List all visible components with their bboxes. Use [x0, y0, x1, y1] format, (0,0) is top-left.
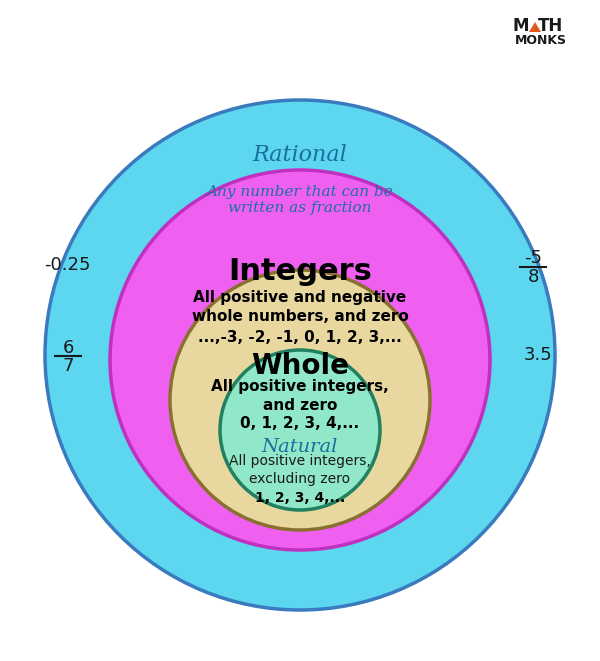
- Text: 3.5: 3.5: [524, 346, 553, 364]
- Circle shape: [170, 270, 430, 530]
- Text: Any number that can be
written as fraction: Any number that can be written as fracti…: [206, 185, 394, 215]
- Text: All positive and negative
whole numbers, and zero: All positive and negative whole numbers,…: [191, 290, 409, 325]
- Text: Integers: Integers: [228, 258, 372, 286]
- Text: 6: 6: [62, 339, 74, 357]
- Circle shape: [110, 170, 490, 550]
- Circle shape: [45, 100, 555, 610]
- Text: Whole: Whole: [251, 352, 349, 380]
- Text: Natural: Natural: [262, 438, 338, 456]
- Text: ...,-3, -2, -1, 0, 1, 2, 3,...: ...,-3, -2, -1, 0, 1, 2, 3,...: [198, 330, 402, 346]
- Text: 8: 8: [527, 268, 539, 286]
- Text: 7: 7: [62, 357, 74, 375]
- Circle shape: [220, 350, 380, 510]
- Text: 0, 1, 2, 3, 4,...: 0, 1, 2, 3, 4,...: [241, 416, 359, 430]
- Text: All positive integers,
excluding zero: All positive integers, excluding zero: [229, 454, 371, 486]
- Text: -5: -5: [524, 249, 542, 267]
- Text: MONKS: MONKS: [515, 34, 567, 46]
- Text: -0.25: -0.25: [44, 256, 90, 274]
- Text: TH: TH: [538, 17, 563, 35]
- Text: M: M: [513, 17, 529, 35]
- Text: All positive integers,
and zero: All positive integers, and zero: [211, 379, 389, 413]
- Text: Rational: Rational: [253, 144, 347, 166]
- Text: 1, 2, 3, 4,...: 1, 2, 3, 4,...: [255, 491, 345, 505]
- Polygon shape: [529, 22, 541, 32]
